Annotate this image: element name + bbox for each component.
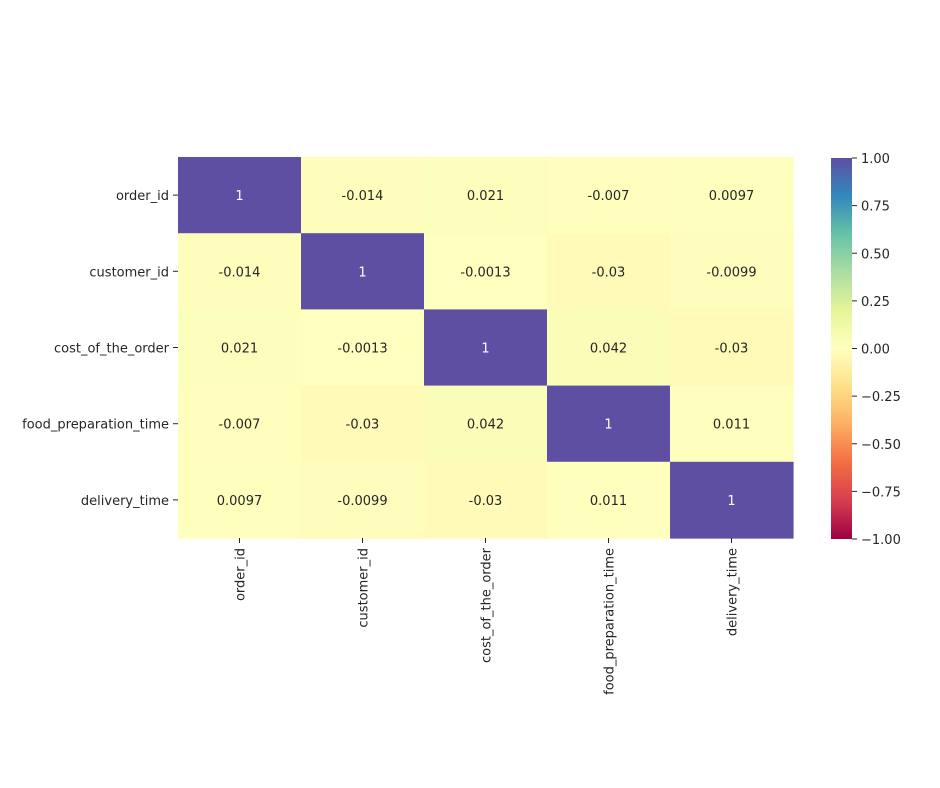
heatmap-cell-1-4 — [670, 233, 794, 310]
heatmap-cell-label-1-3: -0.03 — [592, 265, 626, 280]
heatmap-cell-3-0 — [178, 385, 302, 463]
heatmap-cell-1-3 — [547, 233, 671, 310]
heatmap-cell-label-2-2: 1 — [481, 342, 489, 357]
x-tick-label: cost_of_the_order — [480, 547, 495, 663]
heatmap-cell-label-3-1: -0.03 — [346, 418, 380, 433]
x-tick-label: order_id — [234, 548, 249, 601]
y-tick-label: delivery_time — [81, 494, 169, 509]
y-axis-tick-labels: order_id customer_id cost_of_the_orderfood… — [22, 189, 178, 509]
heatmap-cell-label-4-0: 0.0097 — [217, 494, 263, 509]
heatmap-cell-label-1-2: -0.0013 — [460, 265, 510, 280]
heatmap-cells — [178, 157, 794, 539]
heatmap-cell-label-0-2: 0.021 — [467, 189, 504, 204]
heatmap-cell-3-3 — [547, 385, 671, 463]
y-tick-label: customer_id — [89, 265, 169, 280]
colorbar-tick-labels: 1.00 0.75 0.50 0.25 0.00 −0.25 −0.50 −0.75 −1.00 — [852, 152, 901, 548]
heatmap-cell-0-4 — [670, 157, 794, 234]
heatmap-cell-2-0 — [178, 309, 302, 387]
colorbar-tick-label: 0.50 — [861, 247, 890, 262]
heatmap-cell-label-1-0: -0.014 — [219, 265, 261, 280]
heatmap-cell-label-3-2: 0.042 — [467, 418, 504, 433]
heatmap-cell-label-2-0: 0.021 — [221, 342, 258, 357]
heatmap-cell-label-3-4: 0.011 — [713, 418, 750, 433]
x-tick-label: delivery_time — [726, 548, 741, 636]
heatmap-cell-0-1 — [301, 157, 425, 234]
heatmap-cell-label-4-3: 0.011 — [590, 494, 627, 509]
heatmap-cell-label-2-1: -0.0013 — [337, 342, 387, 357]
heatmap-cell-label-4-2: -0.03 — [469, 494, 503, 509]
heatmap-cell-label-0-0: 1 — [235, 189, 243, 204]
y-tick-label: cost_of_the_order — [54, 342, 170, 357]
heatmap-cell-label-2-4: -0.03 — [715, 342, 749, 357]
heatmap-cell-4-3 — [547, 461, 671, 539]
heatmap-cell-0-3 — [547, 157, 671, 234]
heatmap-cell-label-3-0: -0.007 — [219, 418, 261, 433]
heatmap-cell-label-0-4: 0.0097 — [709, 189, 755, 204]
y-tick-label: food_preparation_time — [22, 418, 169, 433]
heatmap-cell-1-0 — [178, 233, 302, 310]
heatmap-cell-1-2 — [424, 233, 548, 310]
heatmap-cell-label-2-3: 0.042 — [590, 342, 627, 357]
heatmap-cell-4-0 — [178, 461, 302, 539]
heatmap-cell-3-2 — [424, 385, 548, 463]
heatmap-cell-label-1-4: -0.0099 — [706, 265, 756, 280]
heatmap-annotations: 1 -0.014 0.021 -0.007 0.0097 -0.014 1 -0.0013 -0… — [217, 189, 757, 509]
x-axis-tick-labels: order_id customer_id cost_of_the_order food… — [234, 538, 741, 695]
heatmap-cell-label-4-1: -0.0099 — [337, 494, 387, 509]
heatmap-cell-1-1 — [301, 233, 425, 310]
heatmap-cell-2-4 — [670, 309, 794, 387]
heatmap-cell-3-1 — [301, 385, 425, 463]
colorbar-tick-label: 0.25 — [861, 295, 890, 310]
heatmap-cell-3-4 — [670, 385, 794, 463]
colorbar-tick-label: −1.00 — [861, 533, 901, 548]
heatmap-cell-label-0-3: -0.007 — [588, 189, 630, 204]
heatmap-cell-2-2 — [424, 309, 548, 387]
colorbar-tick-label: 0.00 — [861, 343, 890, 358]
heatmap-cell-label-0-1: -0.014 — [342, 189, 384, 204]
heatmap-cell-0-2 — [424, 157, 548, 234]
colorbar-tick-label: 1.00 — [861, 152, 890, 167]
heatmap-cell-4-2 — [424, 461, 548, 539]
heatmap-cell-label-1-1: 1 — [358, 265, 366, 280]
heatmap-cell-4-1 — [301, 461, 425, 539]
heatmap-cell-label-4-4: 1 — [727, 494, 735, 509]
colorbar — [831, 158, 852, 539]
heatmap-cell-2-1 — [301, 309, 425, 387]
heatmap-cell-4-4 — [670, 461, 794, 539]
heatmap-cell-label-3-3: 1 — [604, 418, 612, 433]
x-tick-label: customer_id — [357, 548, 372, 628]
colorbar-tick-label: −0.50 — [861, 438, 901, 453]
colorbar-tick-label: −0.25 — [861, 390, 901, 405]
y-tick-label: order_id — [116, 189, 169, 204]
heatmap-cell-2-3 — [547, 309, 671, 387]
colorbar-tick-label: 0.75 — [861, 200, 890, 215]
heatmap-cell-0-0 — [178, 157, 302, 234]
colorbar-tick-label: −0.75 — [861, 485, 901, 500]
x-tick-label: food_preparation_time — [603, 548, 618, 695]
